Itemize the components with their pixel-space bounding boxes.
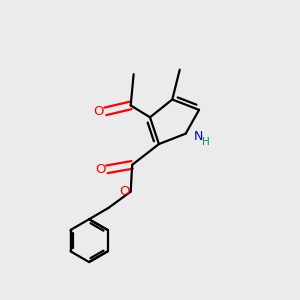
- Text: O: O: [119, 185, 129, 198]
- Text: H: H: [202, 137, 209, 147]
- Text: O: O: [95, 163, 106, 176]
- Text: N: N: [194, 130, 203, 142]
- Text: O: O: [94, 105, 104, 118]
